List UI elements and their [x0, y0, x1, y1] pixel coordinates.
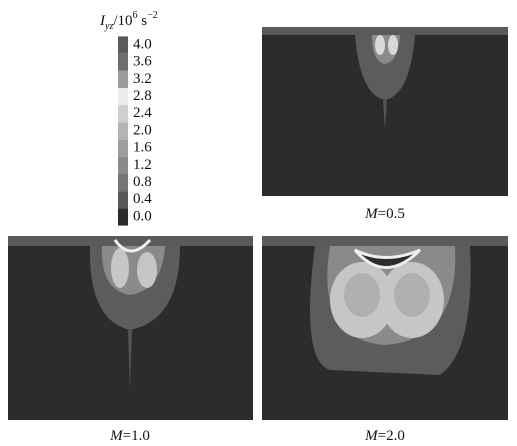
value: =1.0 [123, 428, 150, 444]
colorbar-swatch [118, 71, 128, 88]
colorbar-swatch [118, 105, 128, 122]
subscript: yz [104, 21, 113, 32]
colorbar-tick-label: 3.6 [133, 54, 152, 70]
colorbar-tick-label: 0.8 [133, 174, 152, 190]
panel-caption: M=2.0 [364, 428, 405, 444]
colorbar: 4.0 3.63.22.82.42.0 1.61.20.80.40.0 [118, 36, 152, 225]
value: =0.5 [378, 206, 405, 222]
panel-caption: M=1.0 [109, 428, 150, 444]
colorbar-tick-label: 0.0 [133, 208, 152, 224]
value: =2.0 [378, 428, 405, 444]
colorbar-swatch [118, 54, 128, 71]
colorbar-swatch [118, 208, 128, 225]
colorbar-tick-label: 2.0 [133, 122, 152, 138]
colorbar-tick-label: 2.8 [133, 88, 152, 104]
panel-caption: M=0.5 [364, 206, 405, 222]
exponent2: −2 [147, 10, 158, 21]
colorbar-title: Iyz/106 s−2 [99, 10, 158, 32]
contour-panel: M=1.0 [8, 236, 253, 444]
colorbar-tick-label: 1.6 [133, 140, 152, 156]
colorbar-swatch [118, 174, 128, 191]
colorbar-tick-label: 3.2 [133, 71, 152, 87]
colorbar-swatch [118, 36, 128, 53]
colorbar-swatch [118, 191, 128, 208]
contour-panel: M=2.0 [262, 236, 508, 444]
colorbar-swatch [118, 88, 128, 105]
colorbar-tick-label: 0.4 [133, 191, 152, 207]
figure: Iyz/106 s−2 4.03.63.22.82.42.01.61.20.80… [0, 0, 517, 446]
contour-panel: M=0.5 [262, 27, 508, 222]
colorbar-swatch [118, 122, 128, 139]
colorbar-tick-label: 2.4 [133, 105, 152, 121]
colorbar-tick-label: 4.0 [133, 36, 152, 52]
unit: /10 [113, 13, 132, 29]
colorbar-tick-label: 1.2 [133, 157, 152, 173]
unit2: s [138, 13, 148, 29]
colorbar-swatch [118, 140, 128, 157]
colorbar-swatch [118, 157, 128, 174]
